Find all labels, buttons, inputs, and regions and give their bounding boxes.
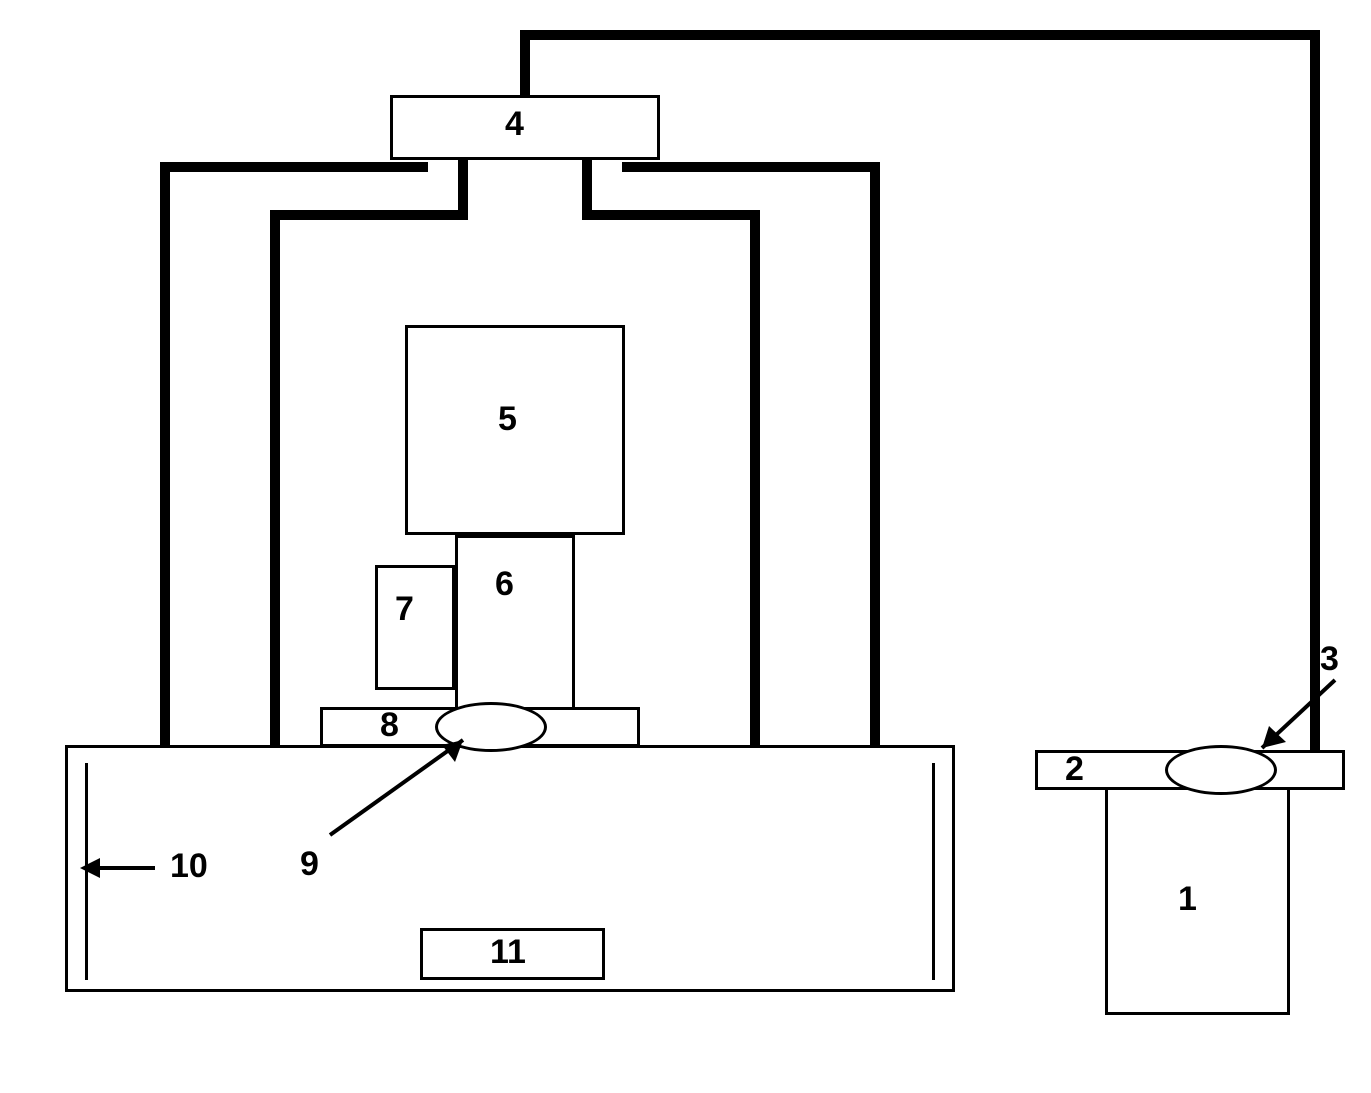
label-3: 3 <box>1320 640 1339 679</box>
label-2: 2 <box>1065 750 1084 789</box>
wire-outer-right-v <box>870 162 880 752</box>
ellipse-3 <box>1165 745 1277 795</box>
label-1: 1 <box>1178 880 1197 919</box>
wire-outer-left-h <box>160 162 428 172</box>
box-6 <box>455 535 575 710</box>
wire-outer-left-v <box>160 162 170 752</box>
wire-inner-right-v <box>750 210 760 750</box>
label-10: 10 <box>170 847 208 886</box>
wire-inner-right-h <box>582 210 760 220</box>
label-7: 7 <box>395 590 414 629</box>
label-4: 4 <box>505 105 524 144</box>
wire-top-stub <box>520 30 530 98</box>
label-9: 9 <box>300 845 319 884</box>
label-6: 6 <box>495 565 514 604</box>
ellipse-9 <box>435 702 547 752</box>
label-8: 8 <box>380 706 399 745</box>
label-11: 11 <box>490 933 526 972</box>
box-4 <box>390 95 660 160</box>
wire-outer-right-h <box>622 162 880 172</box>
label-5: 5 <box>498 400 517 439</box>
wire-top-horizontal <box>520 30 1320 40</box>
wire-right-vertical <box>1310 30 1320 755</box>
wire-inner-left-h <box>270 210 468 220</box>
diagram-canvas: 1 2 3 4 5 6 7 8 9 10 11 <box>0 0 1371 1093</box>
wire-inner-left-stub <box>458 160 468 220</box>
wire-inner-right-stub <box>582 160 592 220</box>
box-1 <box>1105 785 1290 1015</box>
wire-inner-left-v <box>270 210 280 750</box>
box-7 <box>375 565 455 690</box>
